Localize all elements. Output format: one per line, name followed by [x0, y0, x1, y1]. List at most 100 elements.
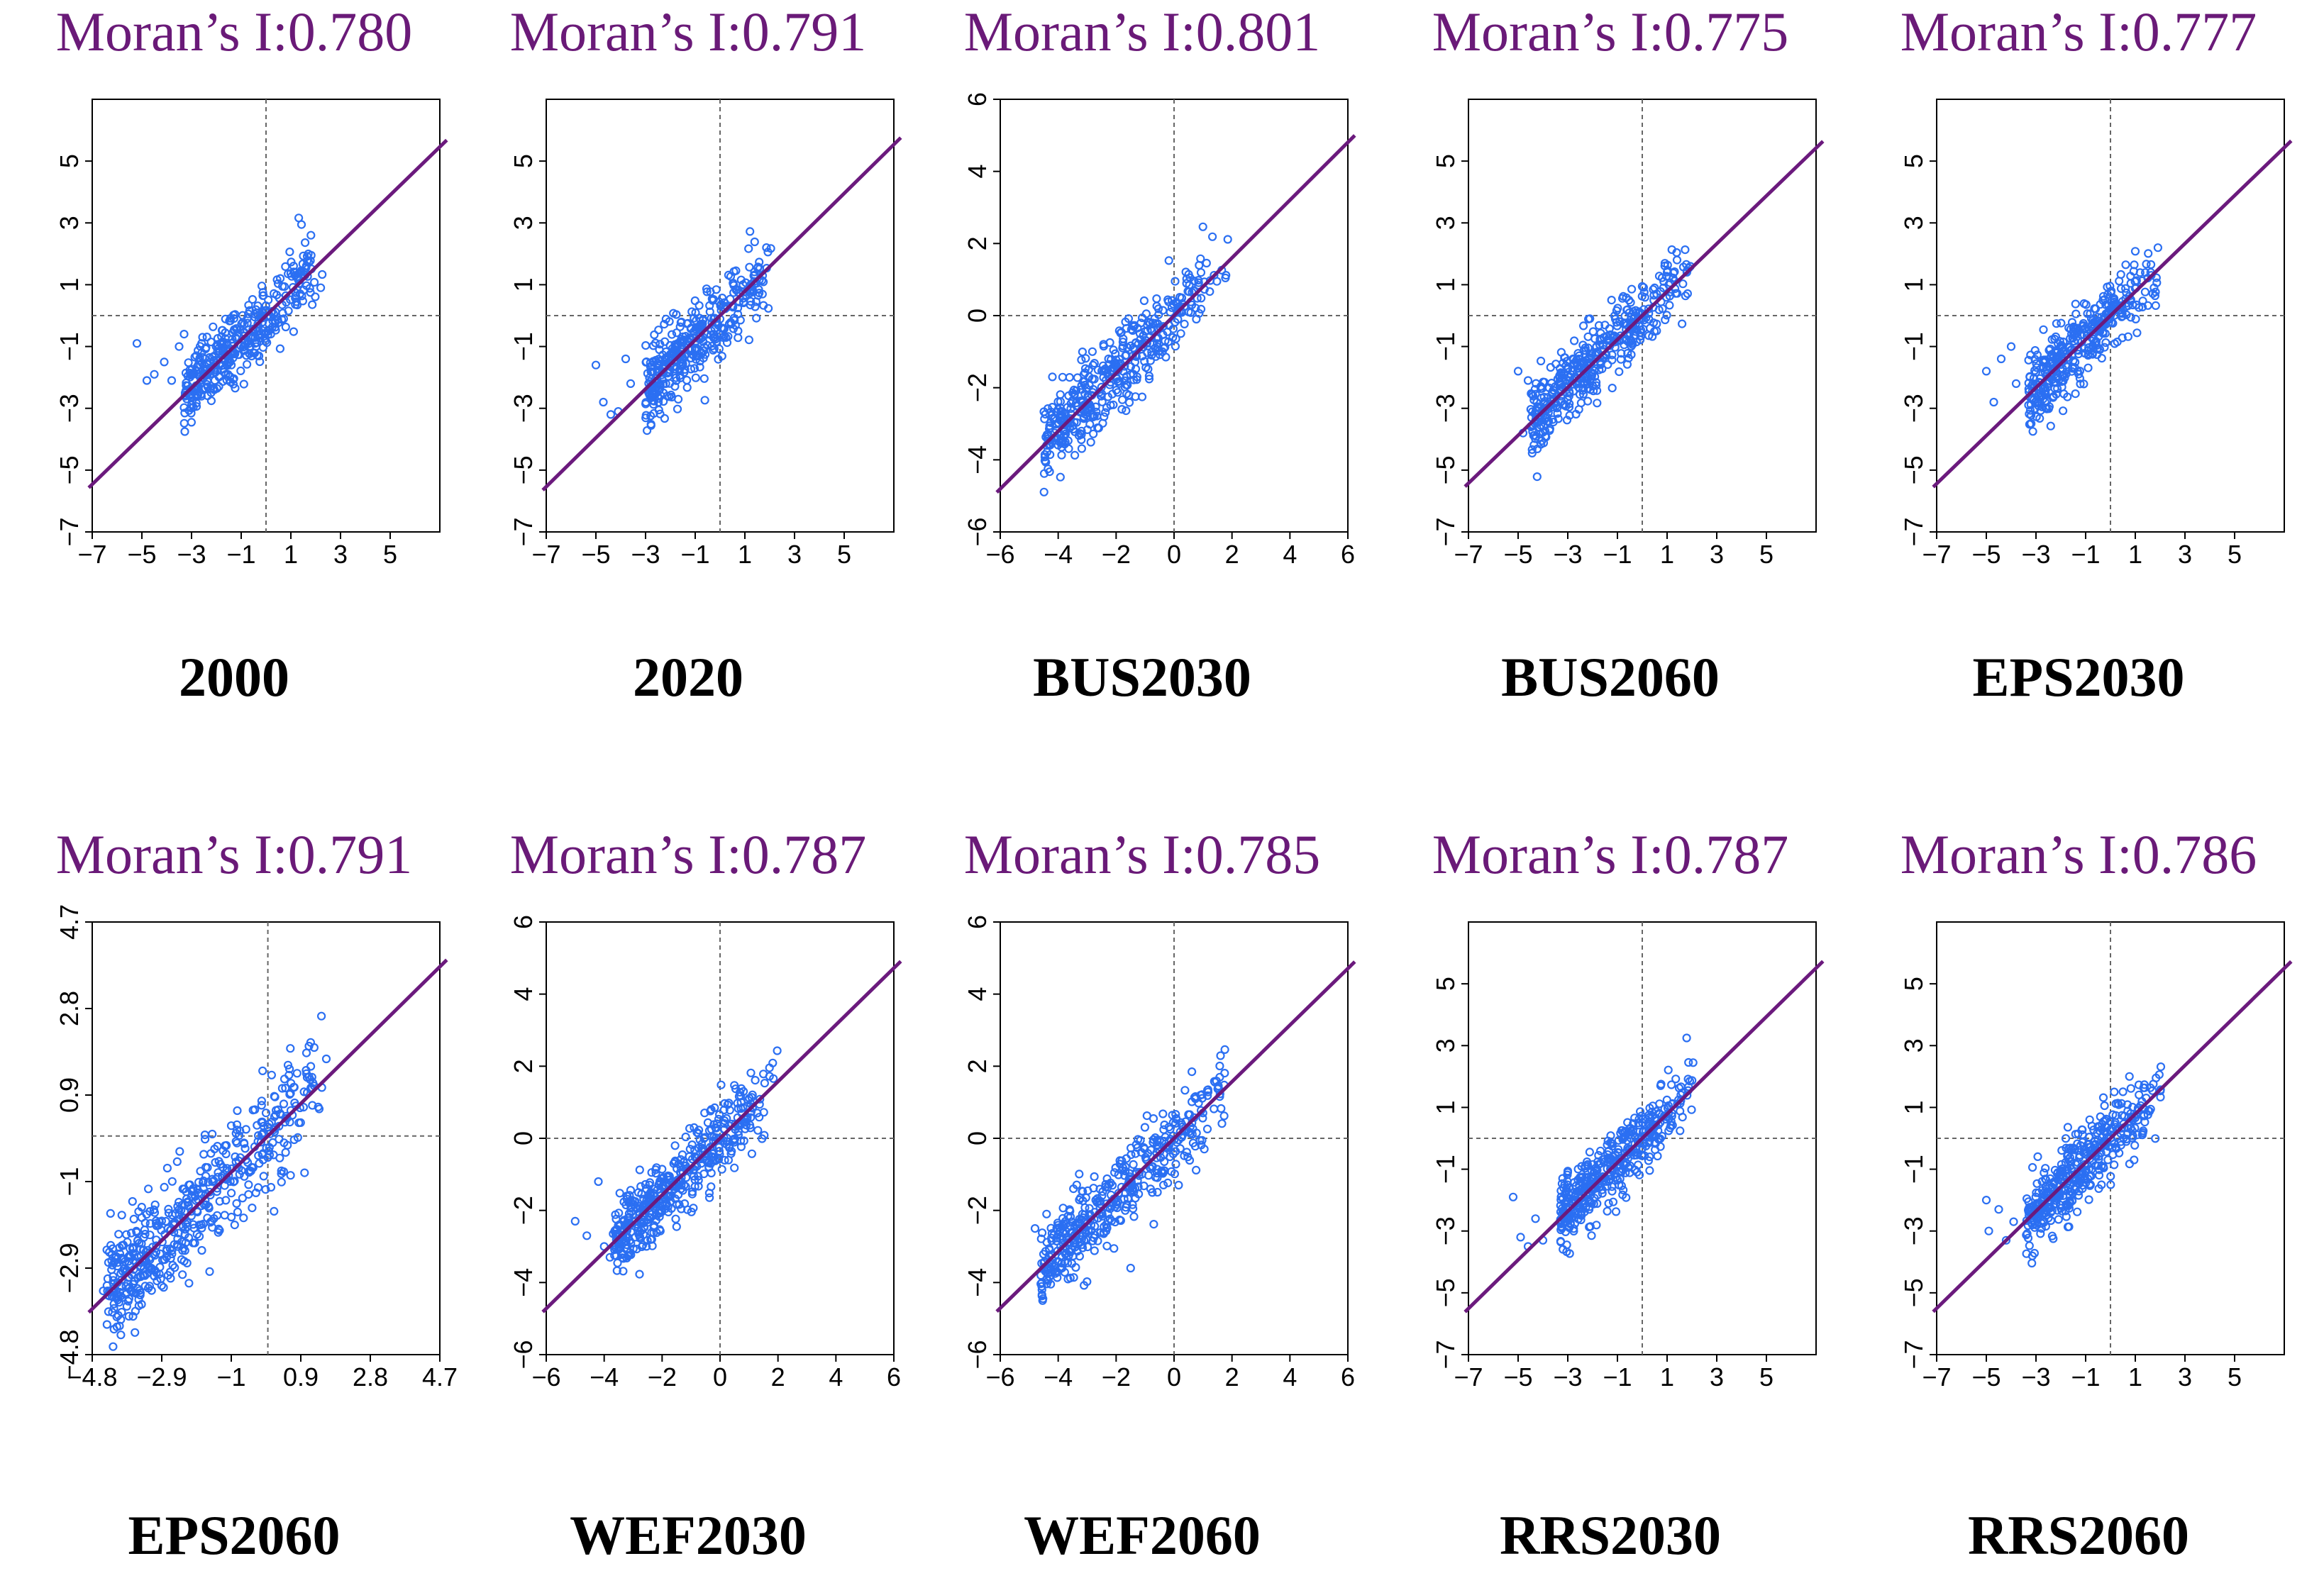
- data-point: [215, 1196, 224, 1206]
- data-point: [1194, 281, 1203, 290]
- data-point: [1046, 418, 1056, 427]
- data-point: [1585, 1205, 1594, 1214]
- data-point: [1527, 448, 1537, 457]
- scatter-plot: −4.8 −2.9 −1 0.9 2.8 4.7 −4.8 −2.9 −1 0.9 2.8 4.7: [55, 904, 458, 1392]
- data-point: [259, 1172, 268, 1181]
- data-point: [306, 230, 316, 240]
- data-point: [1513, 367, 1523, 376]
- data-point: [2040, 383, 2050, 392]
- data-point: [1182, 1148, 1191, 1157]
- data-point: [1075, 1170, 1084, 1179]
- data-point: [654, 326, 663, 335]
- y-tick-label: 5: [1431, 154, 1460, 168]
- data-point: [1595, 365, 1604, 374]
- data-point: [2117, 1123, 2126, 1133]
- data-point: [769, 1074, 778, 1083]
- data-point: [2081, 300, 2091, 309]
- data-point: [129, 1214, 138, 1223]
- x-tick-label: −4: [590, 1362, 619, 1392]
- data-point: [1123, 343, 1132, 352]
- data-point: [1622, 1193, 1631, 1202]
- data-point: [724, 270, 733, 279]
- data-point: [2025, 1241, 2034, 1250]
- y-tick-label: 3: [1899, 216, 1928, 230]
- panel-2000: Moran’s I:0.780 −7 −5 −3 −1 1 3 5 −7 −5 −3 −1 1 3 5 2…: [14, 0, 454, 745]
- data-point: [751, 1076, 760, 1085]
- data-point: [227, 360, 236, 370]
- data-point: [2023, 1229, 2032, 1238]
- data-point: [755, 289, 764, 298]
- data-point: [2057, 1160, 2066, 1169]
- data-point: [1583, 396, 1593, 406]
- data-point: [1540, 377, 1549, 387]
- data-point: [626, 1250, 636, 1260]
- data-point: [179, 418, 189, 428]
- data-point: [1041, 433, 1051, 442]
- scenario-label: RRS2060: [1967, 1504, 2190, 1566]
- data-point: [644, 1193, 653, 1202]
- data-point: [2110, 1160, 2119, 1170]
- data-point: [695, 1126, 704, 1135]
- panel-2020: Moran’s I:0.791 −7 −5 −3 −1 1 3 5 −7 −5 −3 −1 1 3 5 2…: [468, 0, 908, 745]
- data-point: [2140, 1083, 2149, 1092]
- data-point: [690, 1172, 699, 1181]
- data-point: [265, 1129, 275, 1138]
- data-point: [712, 285, 721, 294]
- data-point: [716, 1080, 726, 1089]
- data-point: [2118, 333, 2127, 343]
- y-tick-label: −5: [1431, 1278, 1460, 1307]
- data-point: [175, 342, 184, 351]
- data-point: [2032, 350, 2042, 360]
- data-point: [1587, 1231, 1596, 1240]
- data-point: [1102, 1226, 1111, 1235]
- data-point: [117, 1211, 126, 1220]
- data-point: [720, 1116, 729, 1126]
- data-point: [1040, 450, 1050, 460]
- data-point: [175, 1147, 184, 1156]
- data-point: [1124, 314, 1133, 323]
- data-point: [1078, 1187, 1087, 1196]
- data-point: [1648, 332, 1657, 341]
- y-tick-label: −7: [509, 517, 538, 546]
- data-point: [1105, 338, 1114, 348]
- data-point: [160, 1255, 170, 1265]
- data-point: [758, 1134, 767, 1143]
- data-point: [1537, 356, 1546, 366]
- data-point: [744, 335, 753, 345]
- data-point: [2146, 1104, 2155, 1113]
- data-point: [1570, 1209, 1580, 1218]
- data-point: [232, 1199, 241, 1208]
- y-tick-label: −1: [1899, 1155, 1928, 1184]
- data-point: [275, 1135, 284, 1144]
- data-point: [199, 1184, 208, 1194]
- data-point: [681, 1132, 690, 1142]
- data-point: [2059, 389, 2069, 399]
- data-point: [2140, 287, 2149, 296]
- data-point: [1185, 1155, 1195, 1165]
- scenario-label: BUS2060: [1501, 646, 1720, 708]
- data-point: [321, 1054, 331, 1064]
- data-point: [646, 411, 655, 421]
- data-point: [248, 1204, 257, 1213]
- data-point: [660, 337, 670, 346]
- data-point: [1629, 307, 1638, 316]
- data-point: [1134, 1135, 1143, 1144]
- scenario-label: WEF2060: [1024, 1504, 1261, 1566]
- y-tick-label: −2.9: [55, 1243, 84, 1293]
- data-point: [1196, 268, 1206, 277]
- data-point: [738, 280, 748, 289]
- data-point: [670, 382, 680, 391]
- data-point: [1671, 289, 1681, 298]
- x-tick-label: 4.7: [422, 1362, 458, 1392]
- data-point: [270, 1092, 279, 1101]
- data-point: [1674, 1084, 1684, 1093]
- data-point: [1159, 1150, 1168, 1159]
- data-point: [739, 297, 748, 306]
- data-point: [1196, 254, 1205, 263]
- data-point: [222, 1140, 231, 1150]
- data-point: [280, 282, 289, 291]
- x-tick-label: 6: [887, 1362, 901, 1392]
- data-point: [699, 343, 709, 352]
- data-point: [1072, 418, 1081, 427]
- data-point: [300, 1168, 309, 1177]
